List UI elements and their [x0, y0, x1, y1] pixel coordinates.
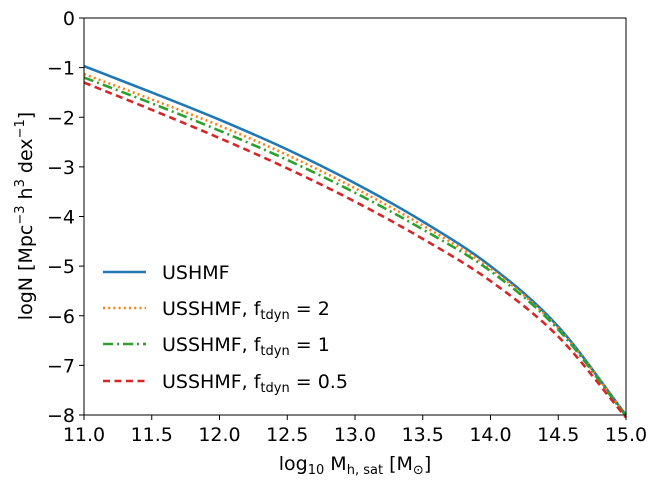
- x-axis-label-end: ]: [424, 453, 431, 475]
- legend-label-1: USSHMF, ftdyn = 2: [162, 298, 330, 323]
- series-lines: [83, 64, 628, 419]
- x-tick-label: 12.0: [198, 424, 240, 446]
- y-tick-label: −2: [47, 107, 75, 129]
- y-axis-label-sup2: 3: [13, 179, 28, 187]
- x-tick-label: 13.5: [402, 424, 444, 446]
- y-tick-label: −1: [47, 58, 75, 80]
- series-line-1: [83, 72, 628, 416]
- x-tick-label: 14.0: [469, 424, 511, 446]
- axis-ticks: 11.0 11.5 12.0 12.5 13.0 13.5 14.0 14.5 15.0 0 −1 −…: [47, 8, 647, 446]
- x-tick-label: 13.0: [334, 424, 376, 446]
- x-axis-label-suffix: [M: [383, 453, 413, 475]
- series-line-3: [83, 81, 627, 419]
- series-line-0: [83, 64, 628, 416]
- x-tick-label: 14.5: [537, 424, 579, 446]
- legend: USHMF USSHMF, ftdyn = 2 USSHMF, ftdyn = 1 U…: [103, 262, 348, 396]
- legend-label-2: USSHMF, ftdyn = 1: [162, 334, 330, 359]
- x-tick-label: 11.0: [63, 424, 105, 446]
- y-tick-label: −5: [47, 256, 75, 278]
- y-tick-label: −6: [47, 306, 75, 328]
- x-axis-label-sub1: 10: [308, 463, 325, 478]
- y-axis-label-mid: h: [15, 187, 37, 205]
- x-axis-label-sub3: ⊙: [413, 463, 424, 478]
- y-axis-label-prefix: logN [Mpc: [15, 225, 37, 321]
- x-axis-label-mid: M: [324, 453, 346, 475]
- y-tick-label: −8: [47, 405, 75, 427]
- series-line-2: [83, 76, 628, 417]
- y-tick-label: −7: [47, 355, 75, 377]
- x-tick-label: 11.5: [131, 424, 173, 446]
- x-tick-label: 15.0: [605, 424, 647, 446]
- y-tick-label: −3: [47, 157, 75, 179]
- y-axis-label: logN [Mpc−3 h3 dex−1]: [13, 112, 37, 320]
- y-axis-label-sup3: −1: [13, 119, 28, 138]
- y-axis-label-sup1: −3: [13, 205, 28, 224]
- y-axis-label-end: ]: [15, 112, 37, 119]
- x-axis-label-prefix: log: [279, 453, 308, 475]
- y-tick-label: −4: [47, 207, 75, 229]
- y-axis-label-mid2: dex: [15, 138, 37, 179]
- legend-label-3: USSHMF, ftdyn = 0.5: [162, 371, 348, 396]
- x-axis-label: log10 Mh, sat [M⊙]: [279, 453, 431, 478]
- legend-label-0: USHMF: [162, 262, 230, 284]
- y-tick-label: 0: [63, 8, 75, 30]
- x-axis-label-sub2: h, sat: [347, 463, 383, 478]
- x-tick-label: 12.5: [266, 424, 308, 446]
